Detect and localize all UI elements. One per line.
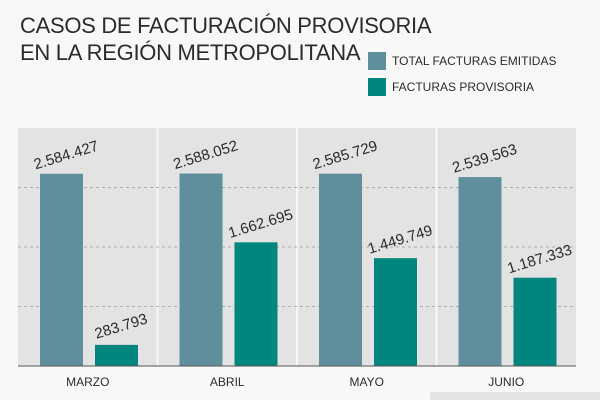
title-line-2: EN LA REGIÓN METROPOLITANA [20,40,361,65]
footer-bar [430,392,600,400]
title-line-1: CASOS DE FACTURACIÓN PROVISORIA [20,13,432,38]
legend: TOTAL FACTURAS EMITIDAS FACTURAS PROVISO… [368,48,556,100]
chart-title: CASOS DE FACTURACIÓN PROVISORIA EN LA RE… [20,12,432,66]
x-tick-label-junio: JUNIO [488,375,524,389]
legend-swatch-total [368,52,386,70]
x-tick-label-marzo: MARZO [66,375,109,389]
legend-item-total: TOTAL FACTURAS EMITIDAS [368,48,556,74]
x-tick-label-mayo: MAYO [350,375,384,389]
legend-label-provisoria: FACTURAS PROVISORIA [392,80,535,94]
bar-total-abril [179,173,223,366]
bar-total-mayo [319,173,362,366]
legend-label-total: TOTAL FACTURAS EMITIDAS [392,54,557,68]
bar-provisoria-junio [513,277,557,366]
x-tick-label-abril: ABRIL [210,375,245,389]
bar-provisoria-mayo [374,258,417,366]
legend-swatch-provisoria [368,78,386,96]
bar-provisoria-marzo [95,344,138,366]
bar-total-junio [458,177,502,366]
bar-provisoria-abril [234,242,278,366]
legend-item-provisoria: FACTURAS PROVISORIA [368,74,556,100]
bar-total-marzo [40,173,83,366]
